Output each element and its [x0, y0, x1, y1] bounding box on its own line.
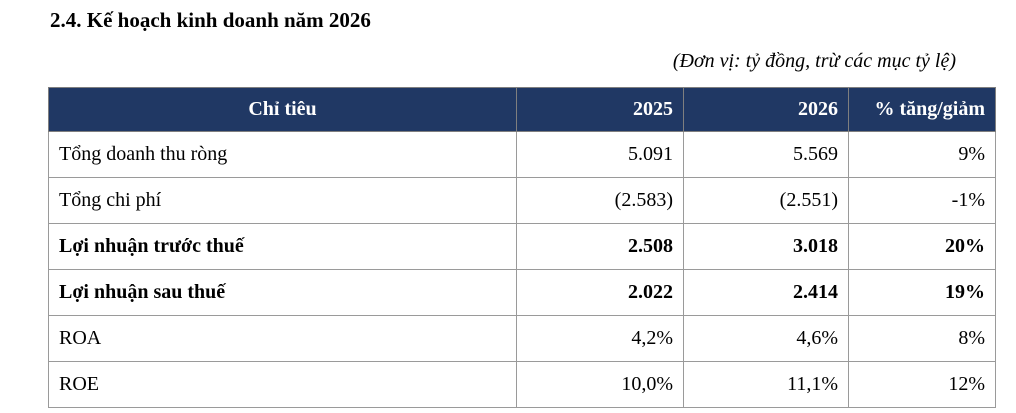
row-label: ROA: [48, 315, 517, 362]
cell-value: (2.583): [516, 177, 684, 224]
cell-value: 4,2%: [516, 315, 684, 362]
section-title: 2.4. Kế hoạch kinh doanh năm 2026: [50, 8, 371, 32]
cell-value: 2.414: [683, 269, 849, 316]
table-row: Tổng chi phí (2.583) (2.551) -1%: [48, 177, 996, 224]
row-label: Tổng doanh thu ròng: [48, 131, 517, 178]
cell-value: 12%: [848, 361, 996, 408]
cell-value: 20%: [848, 223, 996, 270]
table-row: Lợi nhuận trước thuế 2.508 3.018 20%: [48, 223, 996, 270]
cell-value: 19%: [848, 269, 996, 316]
cell-value: 9%: [848, 131, 996, 178]
column-header: 2026: [683, 87, 849, 132]
table-body: Tổng doanh thu ròng 5.091 5.569 9% Tổng chi …: [48, 131, 996, 408]
plan-table: Chỉ tiêu 2025 2026% tăng/giảm Tổng doanh t…: [48, 87, 996, 408]
row-label: ROE: [48, 361, 517, 408]
cell-value: 11,1%: [683, 361, 849, 408]
cell-value: 10,0%: [516, 361, 684, 408]
table-row: Tổng doanh thu ròng 5.091 5.569 9%: [48, 131, 996, 178]
cell-value: 4,6%: [683, 315, 849, 362]
table-row: ROA 4,2% 4,6% 8%: [48, 315, 996, 362]
cell-value: -1%: [848, 177, 996, 224]
cell-value: 5.091: [516, 131, 684, 178]
column-header: 2025: [516, 87, 684, 132]
table-row: Lợi nhuận sau thuế 2.022 2.414 19%: [48, 269, 996, 316]
header-row: Chỉ tiêu 2025 2026% tăng/giảm: [48, 87, 996, 132]
unit-note: (Đơn vị: tỷ đồng, trừ các mục tỷ lệ): [672, 50, 956, 72]
table-row: ROE 10,0% 11,1% 12%: [48, 361, 996, 408]
cell-value: 2.508: [516, 223, 684, 270]
cell-value: 8%: [848, 315, 996, 362]
column-header: Chỉ tiêu: [48, 87, 517, 132]
row-label: Tổng chi phí: [48, 177, 517, 224]
row-label: Lợi nhuận trước thuế: [48, 223, 517, 270]
cell-value: 5.569: [683, 131, 849, 178]
cell-value: 2.022: [516, 269, 684, 316]
cell-value: (2.551): [683, 177, 849, 224]
cell-value: 3.018: [683, 223, 849, 270]
column-header: % tăng/giảm: [848, 87, 996, 132]
row-label: Lợi nhuận sau thuế: [48, 269, 517, 316]
